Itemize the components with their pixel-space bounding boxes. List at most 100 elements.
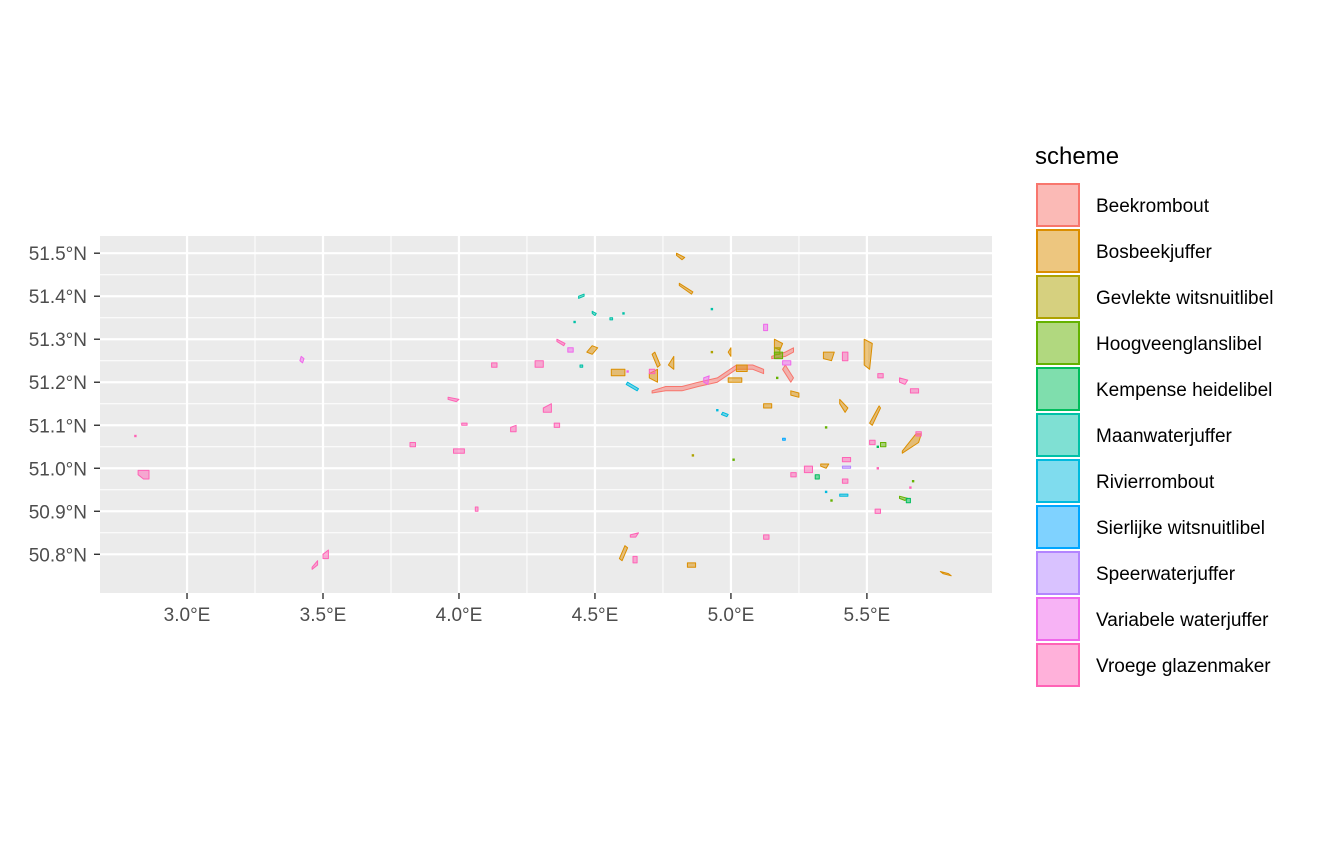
legend-item: Hoogveenglanslibel <box>1036 321 1262 365</box>
site-polygon-vroege-glazenmaker <box>409 442 416 448</box>
site-polygon-vroege-glazenmaker <box>790 472 797 478</box>
site-marker-vroege-glazenmaker <box>134 434 137 438</box>
legend-key <box>1036 597 1080 641</box>
data-layer <box>134 252 952 577</box>
site-polygon-bosbeekjuffer <box>863 338 873 370</box>
site-polygon-bosbeekjuffer <box>822 351 835 362</box>
legend-item: Vroege glazenmaker <box>1036 643 1271 687</box>
site-polygon-vroege-glazenmaker <box>909 388 920 394</box>
site-polygon-bosbeekjuffer <box>678 282 694 295</box>
site-polygon-vroege-glazenmaker <box>461 422 468 426</box>
site-marker-kempense-heidelibel <box>876 445 879 448</box>
site-polygon-vroege-glazenmaker <box>632 555 638 564</box>
site-polygon-vroege-glazenmaker <box>841 478 849 484</box>
x-tick-label: 4.0°E <box>436 605 483 626</box>
site-polygon-bosbeekjuffer <box>676 252 686 261</box>
x-tick-label: 3.0°E <box>164 605 211 626</box>
site-polygon-vroege-glazenmaker <box>491 362 498 368</box>
site-marker-vroege-glazenmaker <box>909 486 912 489</box>
site-polygon-vroege-glazenmaker <box>803 465 813 474</box>
site-polygon-vroege-glazenmaker <box>510 424 517 433</box>
legend-item: Rivierrombout <box>1036 459 1215 503</box>
legend-key <box>1036 643 1080 687</box>
site-polygon-vroege-glazenmaker <box>556 338 566 347</box>
legend-item: Sierlijke witsnuitlibel <box>1036 505 1265 549</box>
legend-key <box>1036 505 1080 549</box>
site-polygon-bosbeekjuffer <box>667 355 675 370</box>
legend-key <box>1036 367 1080 411</box>
axes: 3.0°E 3.5°E 4.0°E 4.5°E 5.0°E 5.5°E 50.8°N 50.9… <box>29 244 891 626</box>
legend-title: scheme <box>1035 143 1119 170</box>
legend-item: Speerwaterjuffer <box>1036 551 1236 595</box>
legend-label: Hoogveenglanslibel <box>1096 334 1262 355</box>
y-tick-label: 51.2°N <box>29 373 87 394</box>
site-polygon-vroege-glazenmaker <box>763 534 770 540</box>
site-polygon-vroege-glazenmaker <box>311 560 319 570</box>
legend-key <box>1036 275 1080 319</box>
legend-label: Vroege glazenmaker <box>1096 656 1271 677</box>
y-tick-label: 51.5°N <box>29 244 87 265</box>
site-polygon-bosbeekjuffer <box>586 345 599 355</box>
site-polygon-maanwaterjuffer <box>579 364 584 368</box>
site-polygon-bosbeekjuffer <box>651 351 661 368</box>
site-polygon-rivierrombout <box>625 381 639 392</box>
site-polygon-vroege-glazenmaker <box>841 351 849 362</box>
site-marker-hoogveenglanslibel <box>824 426 828 429</box>
site-polygon-bosbeekjuffer <box>727 347 732 357</box>
site-polygon-hoogveenglanslibel <box>880 442 887 448</box>
site-polygon-maanwaterjuffer <box>578 293 585 299</box>
site-polygon-variabele-waterjuffer <box>299 355 305 364</box>
y-tick-label: 51.3°N <box>29 330 87 351</box>
site-polygon-bosbeekjuffer <box>939 571 952 577</box>
site-polygon-variabele-waterjuffer <box>782 360 792 366</box>
site-polygon-vroege-glazenmaker <box>137 469 150 480</box>
site-polygon-bosbeekjuffer <box>735 364 748 372</box>
legend-label: Gevlekte witsnuitlibel <box>1096 288 1273 309</box>
legend-item: Kempense heidelibel <box>1036 367 1272 411</box>
site-marker-hoogveenglanslibel <box>830 499 833 502</box>
legend-label: Beekrombout <box>1096 196 1210 217</box>
legend-item: Gevlekte witsnuitlibel <box>1036 275 1273 319</box>
site-polygon-sierlijke-witsnuitlibel <box>782 437 786 441</box>
site-polygon-bosbeekjuffer <box>839 398 849 413</box>
legend-label: Bosbeekjuffer <box>1096 242 1213 263</box>
site-marker-rivierrombout <box>716 409 719 412</box>
site-polygon-vroege-glazenmaker <box>542 403 552 413</box>
legend-label: Speerwaterjuffer <box>1096 564 1236 585</box>
site-polygon-bosbeekjuffer <box>901 433 922 454</box>
site-polygon-vroege-glazenmaker <box>877 373 884 379</box>
site-polygon-variabele-waterjuffer <box>763 323 769 332</box>
site-polygon-bosbeekjuffer <box>618 545 629 562</box>
site-polygon-vroege-glazenmaker <box>534 360 544 368</box>
legend-key <box>1036 459 1080 503</box>
legend-label: Sierlijke witsnuitlibel <box>1096 518 1265 539</box>
site-polygon-bosbeekjuffer <box>763 403 773 409</box>
site-polygon-vroege-glazenmaker <box>648 368 656 375</box>
x-tick-label: 4.5°E <box>572 605 619 626</box>
y-tick-label: 50.8°N <box>29 545 87 566</box>
site-polygon-bosbeekjuffer <box>869 405 881 426</box>
site-polygon-beekrombout <box>782 364 794 383</box>
legend-key <box>1036 229 1080 273</box>
x-tick-label: 5.0°E <box>708 605 755 626</box>
site-polygon-beekrombout <box>651 364 765 394</box>
plot-panel <box>100 236 992 593</box>
legend: scheme Beekrombout Bosbeekjuffer Gevlekte … <box>1035 143 1273 687</box>
site-polygon-maanwaterjuffer <box>609 317 614 321</box>
site-marker-maanwaterjuffer <box>573 320 576 324</box>
site-marker-gevlekte-witsnuitlibel <box>691 454 695 457</box>
y-tick-label: 50.9°N <box>29 502 87 523</box>
site-polygon-vroege-glazenmaker <box>841 457 852 463</box>
site-marker-rivierrombout <box>824 490 828 494</box>
site-polygon-vroege-glazenmaker <box>869 439 876 446</box>
legend-item: Maanwaterjuffer <box>1036 413 1233 457</box>
site-polygon-bosbeekjuffer <box>686 562 697 568</box>
site-marker-vroege-glazenmaker <box>876 467 879 470</box>
x-tick-label: 3.5°E <box>300 605 347 626</box>
site-polygon-bosbeekjuffer <box>790 390 800 398</box>
site-marker-hoogveenglanslibel <box>911 480 915 483</box>
site-polygon-vroege-glazenmaker <box>553 422 561 428</box>
site-polygon-speerwaterjuffer <box>841 465 852 469</box>
site-marker-maanwaterjuffer <box>622 312 625 315</box>
y-tick-label: 51.0°N <box>29 459 87 480</box>
